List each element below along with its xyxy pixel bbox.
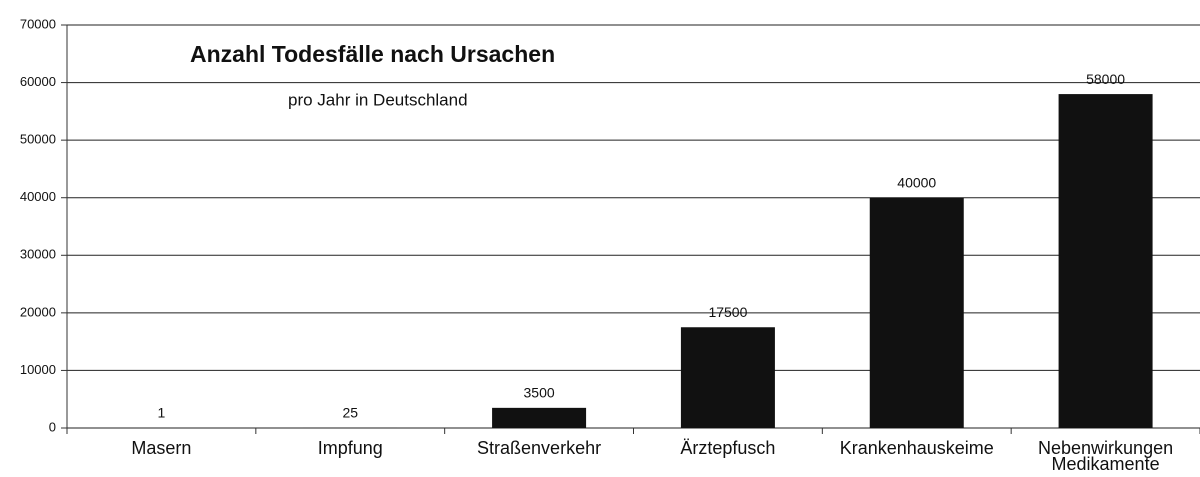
x-tick-label: Impfung bbox=[317, 438, 383, 458]
bar bbox=[680, 327, 775, 428]
value-label: 17500 bbox=[708, 304, 747, 320]
y-tick-label: 20000 bbox=[20, 304, 56, 319]
y-tick-label: 70000 bbox=[20, 16, 56, 31]
y-tick-label: 60000 bbox=[20, 74, 56, 89]
y-tick-label: 10000 bbox=[20, 362, 56, 377]
x-tick-label: Masern bbox=[131, 438, 192, 458]
value-label: 40000 bbox=[897, 174, 936, 190]
value-label: 25 bbox=[342, 405, 358, 421]
x-tick-label: Nebenwirkungen Medikamente bbox=[1038, 438, 1174, 474]
x-tick-label: Ärztepfusch bbox=[680, 438, 776, 458]
y-tick-label: 0 bbox=[49, 419, 56, 434]
bar bbox=[492, 407, 587, 428]
value-label: 3500 bbox=[524, 385, 555, 401]
value-label: 58000 bbox=[1086, 71, 1125, 87]
x-tick-label: Straßenverkehr bbox=[477, 438, 602, 458]
bar bbox=[1058, 94, 1153, 428]
bar bbox=[869, 197, 964, 428]
y-tick-label: 30000 bbox=[20, 247, 56, 262]
y-tick-label: 50000 bbox=[20, 132, 56, 147]
chart-title: Anzahl Todesfälle nach Ursachen bbox=[190, 41, 555, 67]
x-tick-label: Krankenhauskeime bbox=[839, 438, 994, 458]
value-label: 1 bbox=[158, 405, 166, 421]
y-tick-label: 40000 bbox=[20, 189, 56, 204]
chart-subtitle: pro Jahr in Deutschland bbox=[288, 90, 468, 109]
